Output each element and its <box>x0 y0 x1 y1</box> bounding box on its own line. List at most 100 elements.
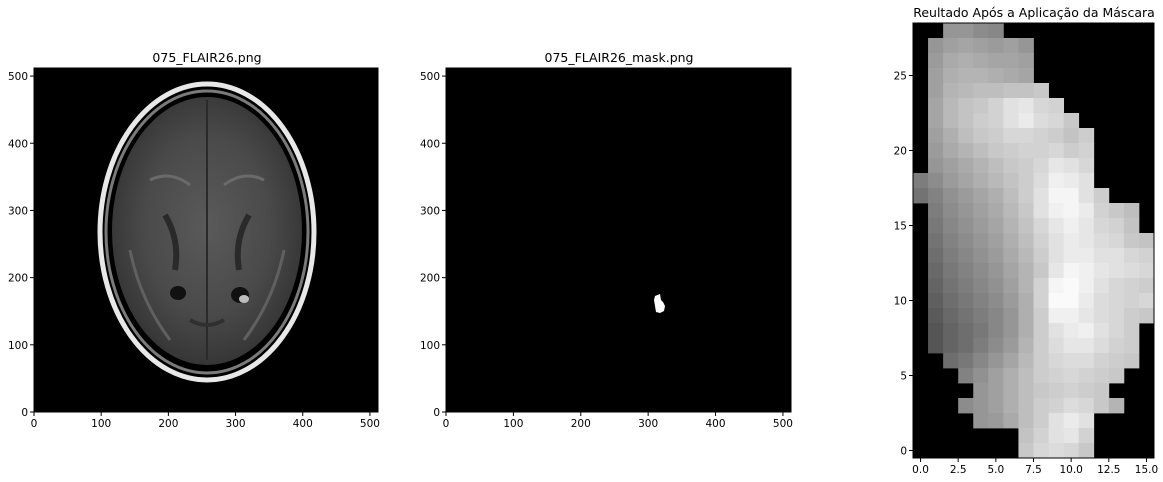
y-tick-label: 500 <box>8 71 28 83</box>
heatmap-cell <box>958 68 974 84</box>
heatmap-cell <box>973 323 989 339</box>
heatmap-cell <box>1003 53 1019 69</box>
heatmap-cell <box>958 158 974 174</box>
heatmap-cell <box>943 98 959 114</box>
heatmap-cell <box>1003 38 1019 54</box>
heatmap-cell <box>1033 128 1049 144</box>
heatmap-cell <box>1063 413 1080 429</box>
heatmap-cell <box>1018 293 1034 309</box>
y-tick-label: 500 <box>420 71 440 83</box>
heatmap-cell <box>1018 233 1034 249</box>
heatmap-cell <box>1108 263 1125 279</box>
panel-masked-result: Reultado Após a Aplicação da Máscara 0.0… <box>894 5 1159 476</box>
heatmap-cell <box>1003 323 1019 339</box>
heatmap-cell <box>958 248 974 264</box>
heatmap-cell <box>1138 293 1155 309</box>
heatmap-cell <box>913 188 929 204</box>
heatmap-cell <box>1033 308 1049 324</box>
x-tick-label: 200 <box>571 418 591 430</box>
heatmap-cell <box>1078 263 1095 279</box>
heatmap-cell <box>1093 188 1110 204</box>
heatmap-cell <box>913 173 929 189</box>
heatmap-cell <box>1003 278 1019 294</box>
y-tick-label: 0 <box>21 407 28 419</box>
heatmap-cell <box>1048 233 1065 249</box>
heatmap-cell <box>958 188 974 204</box>
heatmap-cell <box>1048 188 1065 204</box>
heatmap-cell <box>1048 203 1065 219</box>
heatmap-cell <box>1033 338 1049 354</box>
heatmap-cell <box>958 398 974 414</box>
mask-axes: 0 100 200 300 400 500 0 100 200 300 400 500 <box>420 67 793 430</box>
heatmap-cell <box>1078 428 1095 444</box>
heatmap-cell <box>1108 338 1125 354</box>
heatmap-cell <box>1048 278 1065 294</box>
heatmap-cell <box>1018 353 1034 369</box>
heatmap-cell <box>958 23 974 39</box>
y-tick-label: 0 <box>900 446 907 458</box>
heatmap-cell <box>958 323 974 339</box>
heatmap-cell <box>1003 338 1019 354</box>
heatmap-cell <box>1063 143 1080 159</box>
heatmap-cell <box>1093 398 1110 414</box>
heatmap-cell <box>1108 278 1125 294</box>
heatmap-cell <box>1048 128 1065 144</box>
heatmap-cell <box>1018 308 1034 324</box>
x-tick-label: 0.0 <box>912 464 929 476</box>
heatmap-cell <box>1078 308 1095 324</box>
heatmap-cell <box>973 263 989 279</box>
heatmap-cell <box>1003 248 1019 264</box>
heatmap-cell <box>973 338 989 354</box>
panel-flair-title: 075_FLAIR26.png <box>152 50 261 65</box>
heatmap-cell <box>943 218 959 234</box>
x-tick-label: 10.0 <box>1059 464 1082 476</box>
heatmap-cell <box>1093 248 1110 264</box>
heatmap-cell <box>943 173 959 189</box>
heatmap-cell <box>1123 323 1140 339</box>
heatmap-cell <box>1003 158 1019 174</box>
heatmap-cell <box>1078 143 1095 159</box>
x-tick-label: 200 <box>158 418 178 430</box>
heatmap-cell <box>1093 353 1110 369</box>
heatmap-cell <box>988 293 1004 309</box>
heatmap-cell <box>1078 278 1095 294</box>
heatmap-cell <box>928 338 944 354</box>
heatmap-cell <box>958 53 974 69</box>
mask-image-background <box>446 68 791 412</box>
heatmap-cell <box>943 278 959 294</box>
heatmap-cell <box>973 113 989 129</box>
x-tick-label: 400 <box>293 418 313 430</box>
heatmap-cell <box>1018 158 1034 174</box>
flair-brain-scan <box>97 81 317 383</box>
heatmap-cell <box>988 398 1004 414</box>
heatmap-cell <box>988 233 1004 249</box>
heatmap-cell <box>1018 398 1034 414</box>
heatmap-cell <box>1093 218 1110 234</box>
heatmap-cell <box>1123 293 1140 309</box>
heatmap-cell <box>928 323 944 339</box>
heatmap-cell <box>1003 233 1019 249</box>
heatmap-cell <box>928 113 944 129</box>
heatmap-cell <box>1078 188 1095 204</box>
heatmap-cell <box>1048 338 1065 354</box>
heatmap-cell <box>928 278 944 294</box>
heatmap-cell <box>1108 218 1125 234</box>
heatmap-cell <box>1138 278 1155 294</box>
heatmap-cell <box>988 248 1004 264</box>
heatmap-cell <box>1003 188 1019 204</box>
heatmap-cell <box>943 308 959 324</box>
heatmap-cell <box>958 98 974 114</box>
heatmap-cell <box>1078 383 1095 399</box>
heatmap-cell <box>928 158 944 174</box>
heatmap-cell <box>958 368 974 384</box>
heatmap-cell <box>1033 203 1049 219</box>
heatmap-cell <box>973 173 989 189</box>
heatmap-cell <box>1003 218 1019 234</box>
heatmap-cell <box>1048 173 1065 189</box>
heatmap-cell <box>1003 413 1019 429</box>
heatmap-cell <box>928 53 944 69</box>
heatmap-cell <box>973 398 989 414</box>
heatmap-cell <box>1033 353 1049 369</box>
heatmap-cell <box>958 143 974 159</box>
y-tick-label: 15 <box>894 221 907 233</box>
